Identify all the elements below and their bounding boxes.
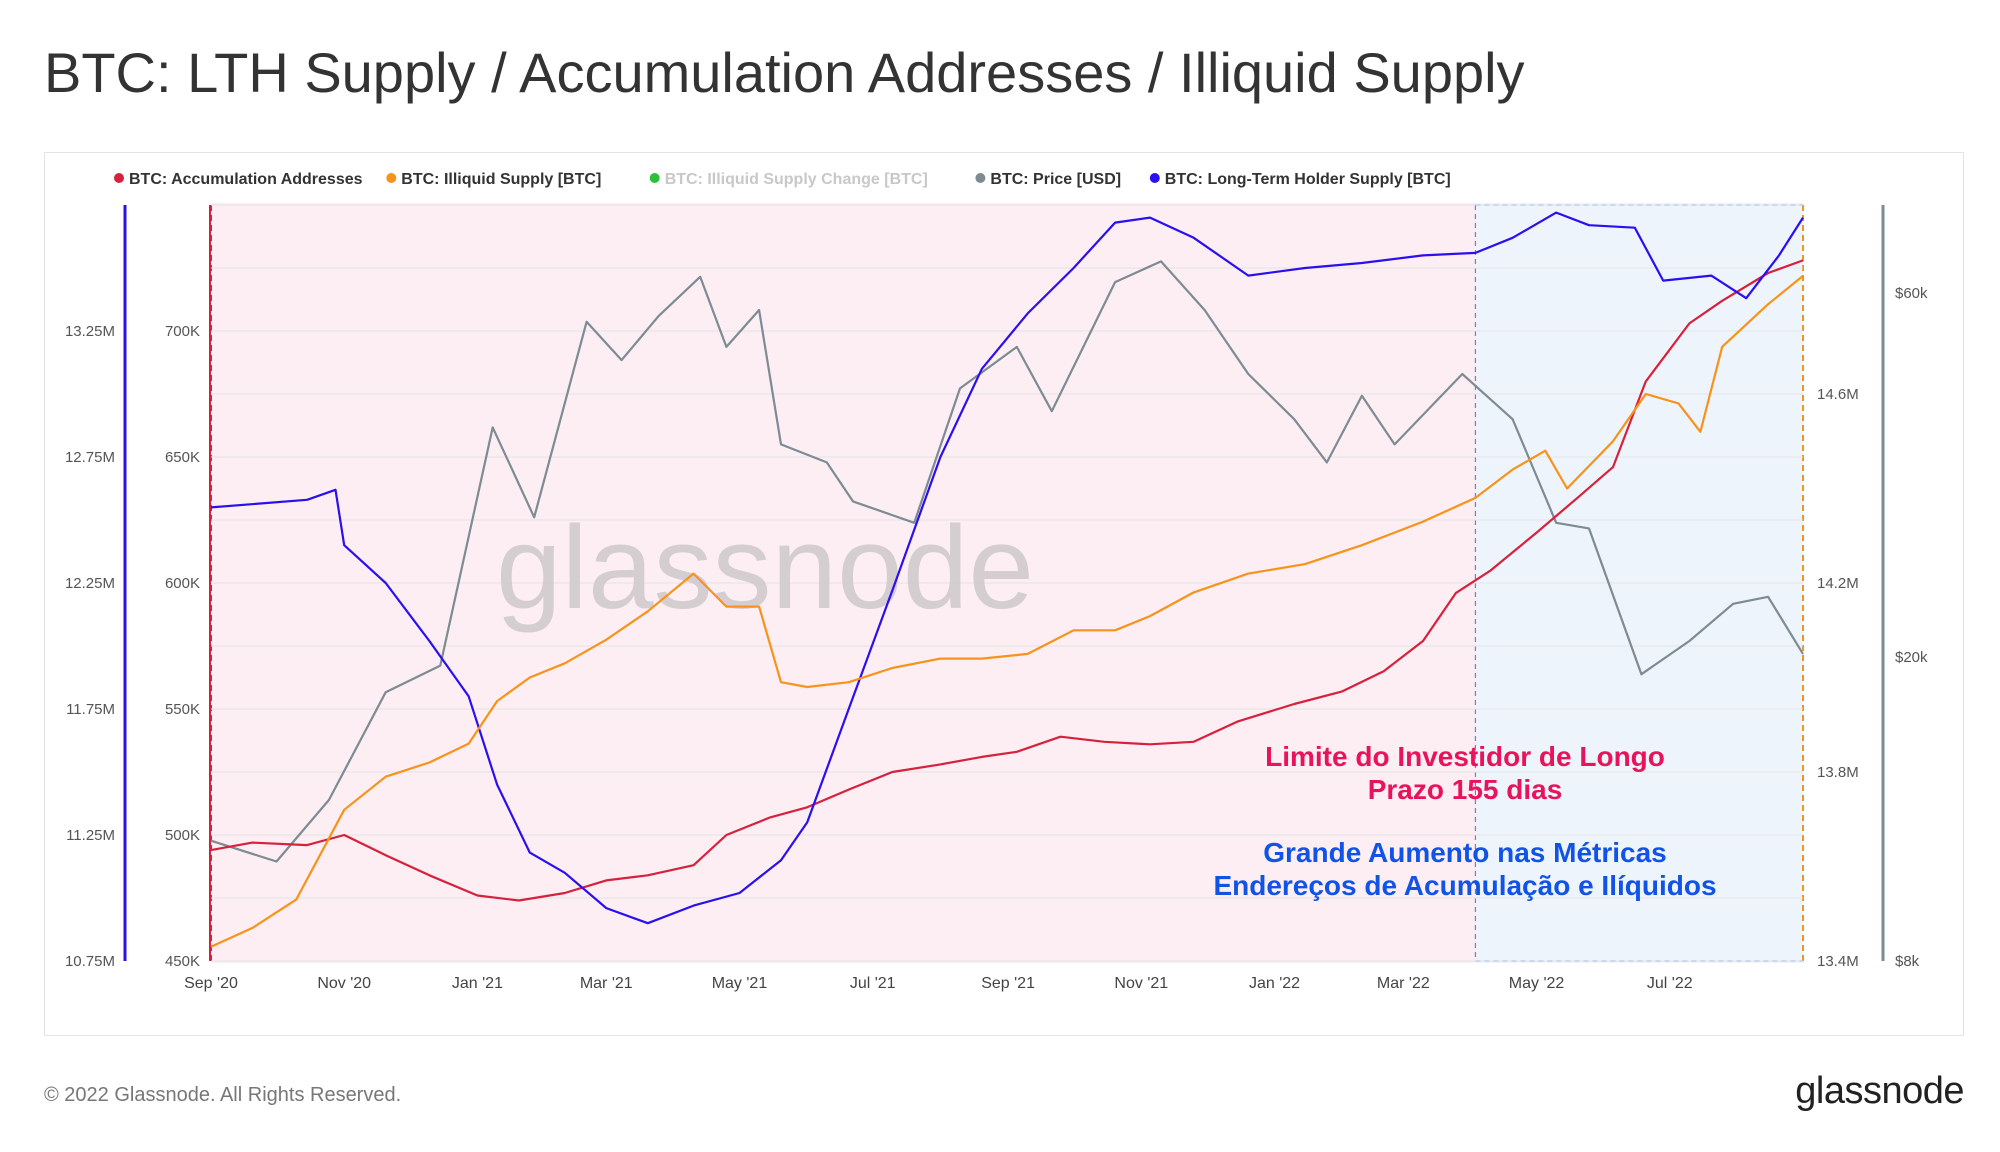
illiquid-axis-tick: 13.8M [1817,764,1859,781]
chart: glassnode 13.25M 12.75M 12.25M 11.75M 11.25M… [65,171,1928,992]
glassnode-logo[interactable]: glassnode [1795,1070,1964,1112]
x-axis-ticks: Sep '20 Nov '20 Jan '21 Mar '21 May '21 Jul '… [184,975,1693,992]
illiquid-axis-tick: 13.4M [1817,953,1859,970]
x-tick: Sep '20 [184,975,238,992]
annotation-1-line-1: Limite do Investidor de Longo [1265,741,1665,772]
legend-label-5: BTC: Long-Term Holder Supply [BTC] [1165,171,1451,188]
accumulation-axis-tick: 500K [165,827,200,844]
watermark: glassnode [496,502,1034,634]
series-btc-illiquid-supply-btc [210,275,1804,948]
legend-label-3: BTC: Illiquid Supply Change [BTC] [665,171,928,188]
page-title: BTC: LTH Supply / Accumulation Addresses… [44,41,1525,104]
price-axis-tick: $20k [1895,649,1928,666]
x-tick: Jan '21 [452,975,503,992]
series-lines [210,211,1804,948]
x-tick: Mar '22 [1377,975,1430,992]
annotation-2-line-1: Grande Aumento nas Métricas [1263,837,1667,868]
legend-marker-3 [649,173,660,183]
annotation-2-line-2: Endereços de Acumulação e Ilíquidos [1213,870,1716,901]
accumulation-axis-tick: 650K [165,449,200,466]
x-tick: Mar '21 [580,975,633,992]
lth-axis-tick: 12.75M [65,449,115,466]
x-tick: Jul '21 [850,975,896,992]
series-btc-accumulation-addresses [210,259,1804,902]
x-tick: Jan '22 [1249,975,1300,992]
grid-lines [211,204,1803,962]
lth-axis-tick: 12.25M [65,575,115,592]
lth-axis-tick: 11.25M [66,827,115,844]
illiquid-axis-tick: 14.2M [1817,575,1859,592]
accumulation-axis-tick: 700K [165,323,200,340]
legend-marker-1 [114,173,124,183]
legend-marker-5 [1149,173,1160,183]
accumulation-axis-tick: 550K [165,701,200,718]
footer-copyright: © 2022 Glassnode. All Rights Reserved. [44,1084,402,1106]
legend-label-2: BTC: Illiquid Supply [BTC] [401,171,601,188]
legend: BTC: Accumulation Addresses BTC: Illiquid… [114,171,1451,188]
lth-axis-tick: 10.75M [65,953,115,970]
x-tick: Nov '21 [1114,975,1168,992]
legend-marker-2 [386,173,397,183]
lth-axis-tick: 11.75M [66,701,115,718]
x-tick: Nov '20 [317,975,371,992]
price-axis-tick: $60k [1895,285,1928,302]
annotation-1-line-2: Prazo 155 dias [1368,774,1563,805]
accumulation-axis-tick: 450K [165,953,200,970]
chart-frame: glassnode 13.25M 12.75M 12.25M 11.75M 11.25M… [44,152,1964,1036]
accumulation-axis-tick: 600K [165,575,200,592]
x-tick: May '21 [712,975,768,992]
axes: 13.25M 12.75M 12.25M 11.75M 11.25M 10.75M 700K… [65,205,1928,970]
legend-marker-4 [975,173,986,183]
x-tick: May '22 [1509,975,1565,992]
lth-axis-tick: 13.25M [65,323,115,340]
illiquid-axis-tick: 14.6M [1817,386,1859,403]
series-btc-long-term-holder-supply-btc [210,211,1804,925]
legend-label-4: BTC: Price [USD] [990,171,1121,188]
x-tick: Jul '22 [1647,975,1693,992]
legend-label-1: BTC: Accumulation Addresses [129,171,363,188]
series-btc-price-usd [210,260,1804,863]
price-axis-tick: $8k [1895,953,1920,970]
x-tick: Sep '21 [981,975,1035,992]
